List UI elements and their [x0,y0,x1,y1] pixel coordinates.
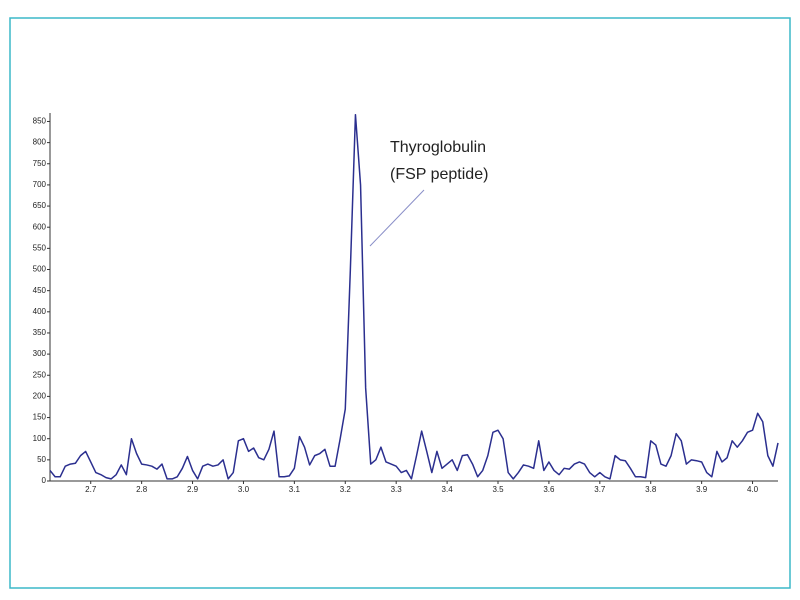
y-tick-label: 450 [33,286,47,295]
x-tick-label: 3.5 [492,485,504,494]
y-tick-label: 600 [33,222,47,231]
y-tick-label: 650 [33,201,47,210]
annotation: Thyroglobulin [390,139,486,156]
y-tick-label: 750 [33,159,47,168]
annotation-leader [369,189,425,247]
annotation: (FSP peptide) [390,166,488,183]
x-tick-label: 3.9 [696,485,708,494]
x-tick-label: 3.4 [442,485,454,494]
y-tick-label: 700 [33,180,47,189]
frame [9,17,791,589]
x-tick-label: 3.3 [391,485,403,494]
y-tick-label: 400 [33,307,47,316]
x-tick-label: 3.2 [340,485,352,494]
y-tick-label: 300 [33,349,47,358]
y-tick-label: 100 [33,434,47,443]
y-tick-label: 250 [33,370,47,379]
y-tick-label: 0 [42,476,47,485]
y-tick-label: 850 [33,117,47,126]
x-tick-label: 3.7 [594,485,606,494]
x-tick-label: 2.7 [85,485,97,494]
y-tick-label: 800 [33,138,47,147]
y-tick-label: 200 [33,392,47,401]
x-tick-label: 2.8 [136,485,148,494]
y-tick-label: 50 [37,455,46,464]
y-tick-label: 350 [33,328,47,337]
x-tick-label: 4.0 [747,485,759,494]
x-tick-label: 3.6 [543,485,555,494]
data-line [49,113,779,480]
x-tick-label: 3.8 [645,485,657,494]
y-tick-label: 150 [33,413,47,422]
x-tick-label: 3.0 [238,485,250,494]
y-tick-label: 550 [33,243,47,252]
x-tick-label: 2.9 [187,485,199,494]
x-tick-label: 3.1 [289,485,301,494]
y-tick-label: 500 [33,265,47,274]
